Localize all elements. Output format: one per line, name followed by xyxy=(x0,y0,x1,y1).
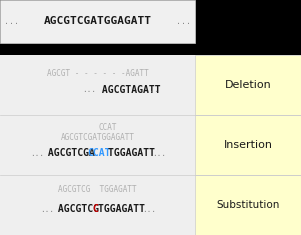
FancyBboxPatch shape xyxy=(195,115,301,175)
Text: ...: ... xyxy=(82,86,95,94)
Text: AGCGTAGATT: AGCGTAGATT xyxy=(95,85,160,95)
Text: AGCGTCG: AGCGTCG xyxy=(52,204,100,214)
Text: ...: ... xyxy=(30,149,44,157)
Text: ...: ... xyxy=(4,17,19,26)
Text: ...: ... xyxy=(176,17,191,26)
Text: Deletion: Deletion xyxy=(225,80,272,90)
Text: ...: ... xyxy=(40,204,54,214)
Text: CCAT: CCAT xyxy=(88,148,111,158)
Text: AGCGTCG  TGGAGATT: AGCGTCG TGGAGATT xyxy=(58,184,137,193)
Text: AGCGT - - - - - -AGATT: AGCGT - - - - - -AGATT xyxy=(47,68,148,78)
Text: ...: ... xyxy=(142,204,157,214)
Text: AGCGTCGATGGAGATT: AGCGTCGATGGAGATT xyxy=(44,16,151,27)
FancyBboxPatch shape xyxy=(195,55,301,115)
Text: ...: ... xyxy=(153,149,166,157)
Text: Insertion: Insertion xyxy=(224,140,272,150)
Text: AGCGTCGATGGAGATT: AGCGTCGATGGAGATT xyxy=(61,133,135,141)
Text: C: C xyxy=(92,204,98,214)
Text: CCAT: CCAT xyxy=(98,122,117,132)
FancyBboxPatch shape xyxy=(195,175,301,235)
Text: ...: ... xyxy=(145,86,159,94)
Text: TGGAGATT: TGGAGATT xyxy=(98,204,150,214)
Text: TGGAGATT: TGGAGATT xyxy=(107,148,160,158)
FancyBboxPatch shape xyxy=(0,55,301,235)
FancyBboxPatch shape xyxy=(0,0,195,43)
Text: Substitution: Substitution xyxy=(216,200,280,210)
Text: AGCGTCGA: AGCGTCGA xyxy=(42,148,95,158)
